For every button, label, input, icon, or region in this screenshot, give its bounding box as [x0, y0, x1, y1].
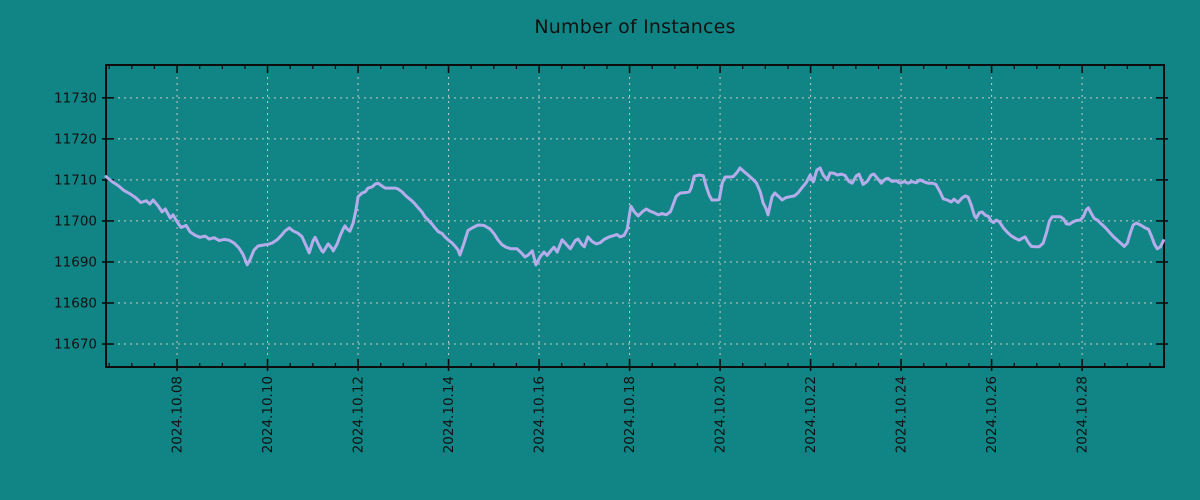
- x-tick-label: 2024.10.18: [622, 376, 638, 453]
- y-tick-label: 11690: [54, 254, 97, 270]
- x-tick-label: 2024.10.26: [984, 376, 1000, 453]
- y-tick-label: 11700: [54, 213, 97, 229]
- y-tick-label: 11670: [54, 337, 97, 353]
- x-tick-label: 2024.10.16: [532, 376, 548, 453]
- plot-border: [105, 64, 1165, 368]
- x-tick-label: 2024.10.08: [170, 376, 186, 453]
- y-tick-label: 11710: [54, 172, 97, 188]
- x-tick-label: 2024.10.20: [713, 376, 729, 453]
- y-tick-label: 11680: [54, 295, 97, 311]
- x-tick-label: 2024.10.22: [803, 376, 819, 453]
- x-tick-label: 2024.10.24: [894, 376, 910, 453]
- x-tick-label: 2024.10.14: [441, 376, 457, 453]
- data-series-line: [104, 166, 1165, 267]
- x-tick-label: 2024.10.10: [260, 376, 276, 453]
- x-tick-label: 2024.10.12: [351, 376, 367, 453]
- x-tick-label: 2024.10.28: [1075, 376, 1091, 453]
- y-tick-label: 11720: [54, 131, 97, 147]
- chart-title: Number of Instances: [534, 16, 736, 38]
- y-tick-label: 11730: [54, 90, 97, 106]
